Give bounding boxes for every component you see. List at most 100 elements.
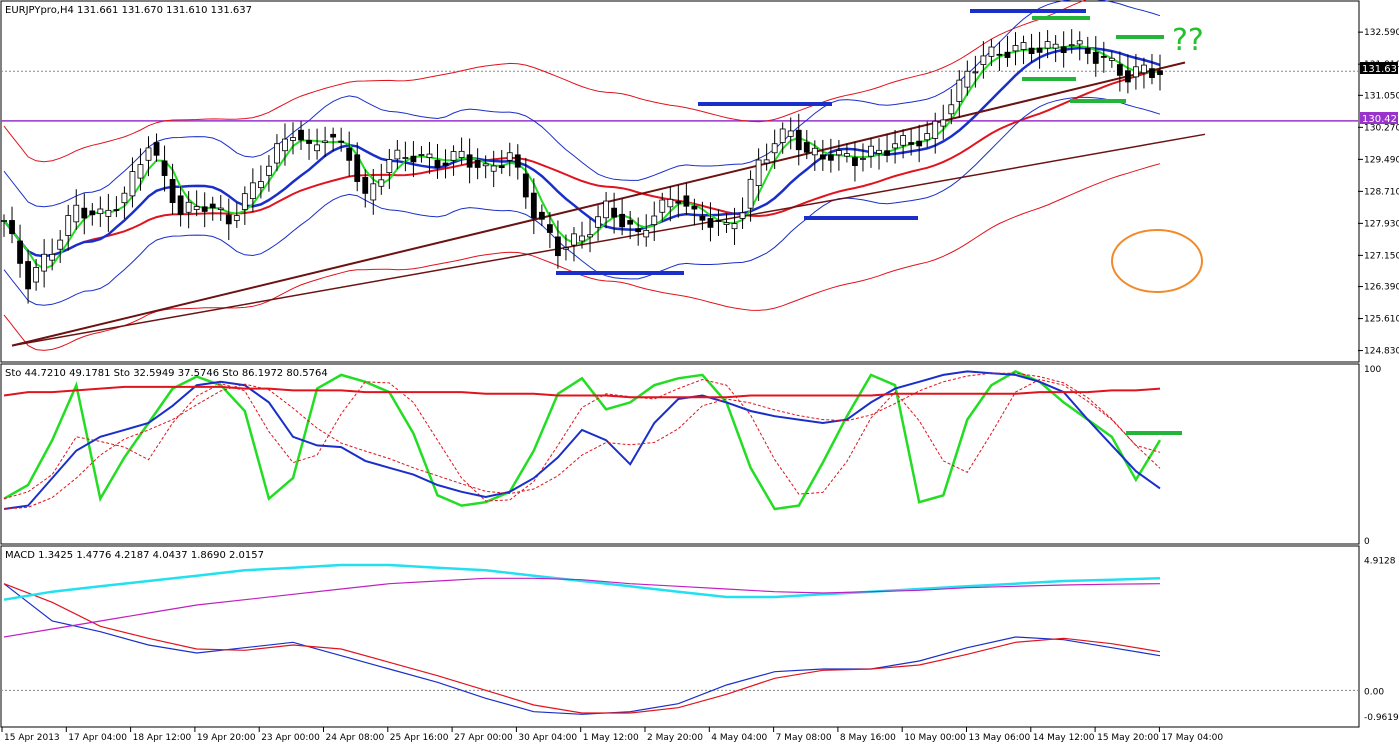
stochastic-signal-line-1 <box>3 378 1161 502</box>
candle-body <box>65 215 72 236</box>
candle-body <box>201 206 208 212</box>
candle-body <box>852 157 858 167</box>
candle-body <box>1028 47 1035 54</box>
stochastic-line-1 <box>3 370 1162 511</box>
candle-body <box>17 240 23 264</box>
candle-body <box>1060 46 1067 54</box>
price-axis-label: 128.710 <box>1364 187 1399 197</box>
candle-body <box>530 192 537 219</box>
stochastic-axis-label: 0 <box>1364 537 1370 547</box>
candle-body <box>787 130 794 137</box>
candle-body <box>884 150 890 156</box>
stochastic-axis-label: 100 <box>1364 365 1381 375</box>
candle-body <box>546 224 553 233</box>
candle-body <box>579 235 585 242</box>
price-axis-label: 125.610 <box>1364 315 1399 325</box>
candle-body <box>900 135 907 146</box>
blue-moving-average-line <box>3 46 1161 258</box>
price-axis-label: 131.050 <box>1364 91 1399 101</box>
candle-body <box>298 129 304 141</box>
macd-axis-label: 0.00 <box>1364 687 1384 697</box>
candle-body <box>1036 47 1043 53</box>
candle-body <box>474 159 481 168</box>
candle-body <box>225 214 232 225</box>
candle-body <box>418 154 425 156</box>
price-axis-label: 130.270 <box>1364 123 1399 133</box>
candle-body <box>121 192 128 204</box>
candle-body <box>747 178 754 209</box>
macd-panel-title: MACD 1.3425 1.4776 4.2187 4.0437 1.8690 … <box>5 550 264 561</box>
candle-body <box>739 212 746 219</box>
candle-body <box>667 198 674 208</box>
candle-body <box>715 220 722 222</box>
candle-body <box>683 195 690 207</box>
time-axis-label: 18 Apr 12:00 <box>133 733 192 743</box>
macd-axis-label: -0.9619 <box>1364 713 1399 723</box>
candle-body <box>819 154 826 160</box>
target-ellipse <box>1111 229 1203 293</box>
candle-body <box>498 165 505 168</box>
candle-body <box>964 70 971 88</box>
candle-body <box>466 154 473 168</box>
candle-body <box>803 142 810 153</box>
time-axis-label: 24 Apr 08:00 <box>326 733 385 743</box>
candle-body <box>1141 64 1147 74</box>
candle-body <box>322 140 329 143</box>
candle-body <box>651 215 658 225</box>
time-axis-label: 15 Apr 2013 <box>4 733 60 743</box>
candle-body <box>587 234 593 238</box>
candle-body <box>659 199 666 213</box>
candle-body <box>538 211 545 220</box>
candle-body <box>490 165 497 172</box>
axis-layer: 132.590131.810131.050130.270129.490128.7… <box>1 28 1399 743</box>
candle-body <box>844 153 850 157</box>
candle-body <box>1044 41 1051 49</box>
candle-body <box>811 147 818 156</box>
candle-body <box>274 143 280 164</box>
candle-body <box>105 209 112 217</box>
candle-body <box>555 236 561 257</box>
time-axis-label: 30 Apr 04:00 <box>518 733 577 743</box>
blue-band-lower-line <box>3 96 1161 306</box>
candle-body <box>563 247 569 250</box>
macd-panel-frame <box>0 545 1360 728</box>
candle-body <box>876 149 882 154</box>
candle-body <box>33 267 40 283</box>
candle-body <box>450 151 457 161</box>
candle-body <box>442 162 449 166</box>
candle-body <box>1149 68 1155 78</box>
candle-body <box>169 179 176 203</box>
time-axis-label: 8 May 16:00 <box>840 733 896 743</box>
time-axis-label: 10 May 00:00 <box>904 733 966 743</box>
candle-body <box>1012 45 1019 52</box>
current-price-label: 131.637 <box>1362 64 1399 75</box>
macd-layer <box>1 563 1358 715</box>
macd-axis-label: 4.9128 <box>1364 556 1396 566</box>
candle-body <box>603 200 609 219</box>
candle-body <box>378 179 385 187</box>
candle-body <box>482 163 489 167</box>
candle-body <box>233 215 240 221</box>
candle-body <box>996 53 1003 56</box>
macd-signal-line <box>3 583 1161 714</box>
stochastic-panel-title: Sto 44.7210 49.1781 Sto 32.5949 37.5746 … <box>5 368 328 379</box>
price-axis-label: 129.490 <box>1364 155 1399 165</box>
candle-body <box>394 149 401 160</box>
candle-body <box>314 144 320 152</box>
candle-body <box>1108 57 1115 61</box>
price-panel-title: EURJPYpro,H4 131.661 131.670 131.610 131… <box>5 5 252 16</box>
candle-body <box>892 143 898 149</box>
time-axis-label: 17 Apr 04:00 <box>68 733 127 743</box>
time-axis-label: 1 May 12:00 <box>583 733 639 743</box>
candle-body <box>241 193 248 210</box>
candle-body <box>362 176 369 194</box>
red-band-upper-line <box>3 0 1087 163</box>
candle-body <box>209 203 216 209</box>
time-axis-label: 7 May 08:00 <box>776 733 832 743</box>
candle-body <box>1 220 7 222</box>
candle-body <box>908 142 915 145</box>
price-layer <box>1 0 1358 351</box>
candle-body <box>346 147 353 161</box>
candle-body <box>595 216 601 228</box>
